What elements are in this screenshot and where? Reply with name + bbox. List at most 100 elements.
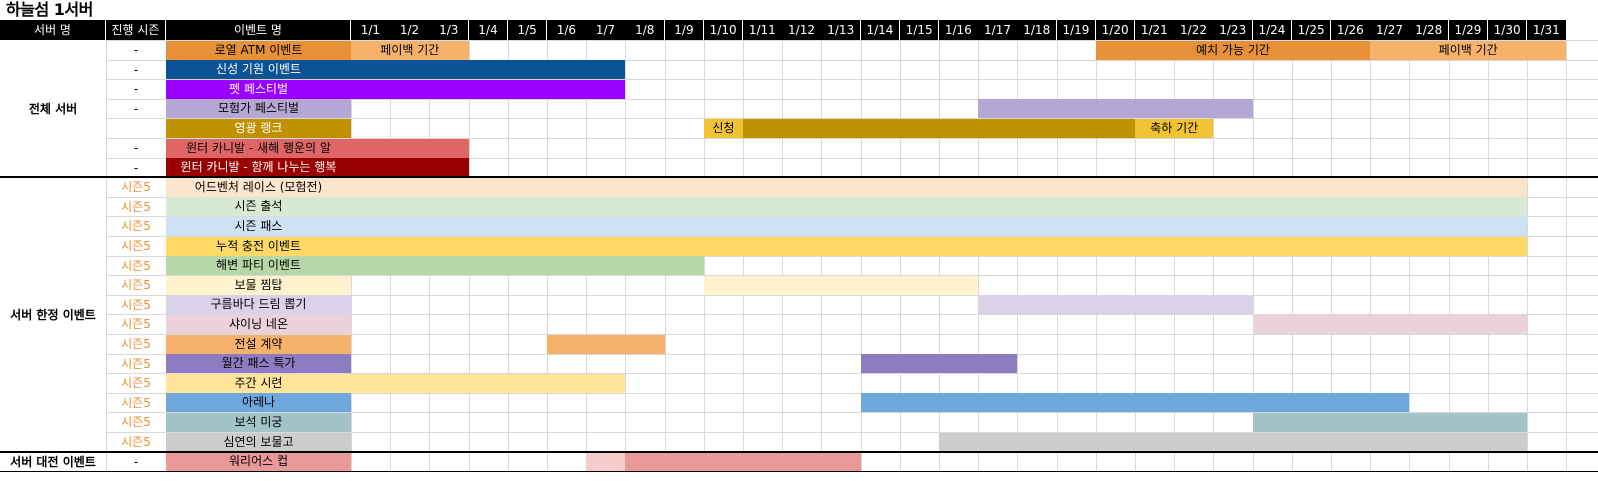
- event-name-cell[interactable]: 시즌 패스: [166, 216, 351, 236]
- season-cell: 시즌5: [121, 258, 151, 273]
- season-cell: 시즌5: [121, 180, 151, 195]
- header-day: 1/14: [860, 20, 901, 40]
- event-period-bar[interactable]: 예치 가능 기간: [1095, 40, 1371, 60]
- event-period-bar[interactable]: [351, 256, 704, 276]
- grid-column-line: [1449, 40, 1450, 472]
- event-name-cell[interactable]: 시즌 출석: [166, 197, 351, 217]
- grid-row-line: [106, 216, 1598, 217]
- event-name-cell[interactable]: 영광 랭크: [166, 118, 351, 138]
- event-name-cell[interactable]: 로열 ATM 이벤트: [166, 40, 351, 60]
- event-name-cell[interactable]: 구름바다 드림 뽑기: [166, 295, 351, 315]
- grid-column-line: [939, 40, 940, 472]
- event-period-bar[interactable]: [351, 236, 1527, 256]
- event-period-bar[interactable]: [625, 452, 861, 472]
- event-period-bar[interactable]: [351, 373, 626, 393]
- event-name-cell[interactable]: 월간 패스 특가: [166, 354, 351, 374]
- event-name-cell[interactable]: 샤이닝 네온: [166, 314, 351, 334]
- grid-row-line: [106, 373, 1598, 374]
- header-day: 1/17: [978, 20, 1018, 40]
- header-season: 진행 시즌: [106, 20, 166, 40]
- event-period-bar[interactable]: [547, 334, 665, 354]
- event-name-cell[interactable]: 펫 페스티벌: [166, 79, 351, 99]
- event-period-bar[interactable]: [351, 79, 626, 99]
- event-period-bar[interactable]: [1252, 412, 1527, 432]
- header-day: 1/7: [586, 20, 626, 40]
- grid-column-line: [665, 40, 666, 472]
- event-name-cell[interactable]: 보물 찜탑: [166, 275, 351, 295]
- event-period-bar[interactable]: [703, 275, 979, 295]
- event-period-bar[interactable]: [351, 158, 469, 178]
- header-server-name: 서버 명: [0, 20, 106, 40]
- event-name-cell[interactable]: 모험가 페스티벌: [166, 99, 351, 119]
- season-cell: 시즌5: [121, 435, 151, 449]
- event-period-bar[interactable]: [939, 432, 1527, 452]
- season-cell: 시즌5: [121, 395, 151, 410]
- event-period-bar[interactable]: [860, 393, 1410, 413]
- grid-column-line: [743, 40, 744, 472]
- event-period-bar[interactable]: [743, 118, 1135, 138]
- event-period-bar[interactable]: 페이백 기간: [1370, 40, 1567, 60]
- event-period-bar[interactable]: [351, 60, 626, 80]
- grid-row-line: [106, 79, 1598, 80]
- event-period-bar[interactable]: [586, 452, 626, 472]
- header-day: 1/18: [1017, 20, 1058, 40]
- season-cell: 시즌5: [121, 297, 151, 312]
- grid-column-line: [782, 40, 783, 472]
- event-period-bar[interactable]: [860, 354, 1018, 374]
- grid-column-line: [1213, 40, 1214, 472]
- event-period-bar[interactable]: 페이백 기간: [351, 40, 469, 60]
- grid-column-line: [1409, 40, 1410, 472]
- event-period-bar[interactable]: [978, 295, 1253, 315]
- header-day: 1/3: [429, 20, 470, 40]
- header-day: 1/9: [664, 20, 705, 40]
- event-name-cell[interactable]: 누적 충전 이벤트: [166, 236, 351, 256]
- header-day: 1/15: [899, 20, 940, 40]
- header-day: 1/5: [507, 20, 548, 40]
- grid-row-line: [106, 158, 1598, 159]
- event-name-cell[interactable]: 보석 미궁: [166, 412, 351, 432]
- season-cell: [106, 118, 166, 138]
- event-name-cell[interactable]: 해변 파티 이벤트: [166, 256, 351, 276]
- server-group-label: 전체 서버: [28, 102, 78, 117]
- season-cell: 시즌5: [121, 356, 151, 371]
- grid-column-line: [978, 40, 979, 472]
- event-name-cell[interactable]: 전설 계약: [166, 334, 351, 354]
- event-period-bar[interactable]: 축하 기간: [1135, 118, 1214, 138]
- event-name-cell[interactable]: 심연의 보물고: [166, 432, 351, 452]
- header-event-name: 이벤트 명: [166, 20, 351, 40]
- header-day: 1/29: [1448, 20, 1489, 40]
- season-cell: -: [133, 43, 139, 57]
- grid-column-line: [1488, 40, 1489, 472]
- header-day: 1/22: [1174, 20, 1214, 40]
- event-period-bar[interactable]: [1252, 314, 1527, 334]
- event-period-bar[interactable]: [351, 138, 469, 158]
- header-day: 1/1: [351, 20, 391, 40]
- season-cell: -: [133, 160, 139, 175]
- event-name-cell[interactable]: 신성 기원 이벤트: [166, 60, 351, 80]
- header-day: 1/20: [1095, 20, 1136, 40]
- sheet-title: 하늘섬 1서버: [6, 0, 93, 19]
- event-name-cell[interactable]: 워리어스 컵: [166, 452, 351, 472]
- event-period-bar[interactable]: [351, 197, 1527, 217]
- event-period-bar[interactable]: 신청: [703, 118, 743, 138]
- header-day: 1/4: [468, 20, 509, 40]
- grid-row-line: [106, 393, 1598, 394]
- event-name-cell[interactable]: 윈터 카니발 - 새해 행운의 알: [166, 138, 351, 158]
- event-name-cell[interactable]: 윈터 카니발 - 함께 나누는 행복: [166, 158, 351, 178]
- event-name-cell[interactable]: 아레나: [166, 393, 351, 413]
- season-cell: 시즌5: [121, 278, 151, 293]
- grid-row-line: [106, 334, 1598, 335]
- header-day: 1/8: [625, 20, 666, 40]
- event-period-bar[interactable]: [978, 99, 1253, 119]
- season-cell: -: [133, 454, 139, 469]
- event-period-bar[interactable]: [351, 177, 1527, 197]
- event-name-cell[interactable]: 주간 시련: [166, 373, 351, 393]
- grid-column-line: [900, 40, 901, 472]
- grid-column-line: [166, 40, 167, 472]
- grid-row-line: [106, 138, 1598, 139]
- group-separator: [0, 451, 1598, 453]
- event-period-bar[interactable]: [351, 216, 1527, 236]
- event-name-cell[interactable]: 어드벤처 레이스 (모험전): [166, 177, 351, 197]
- season-cell: -: [133, 62, 139, 77]
